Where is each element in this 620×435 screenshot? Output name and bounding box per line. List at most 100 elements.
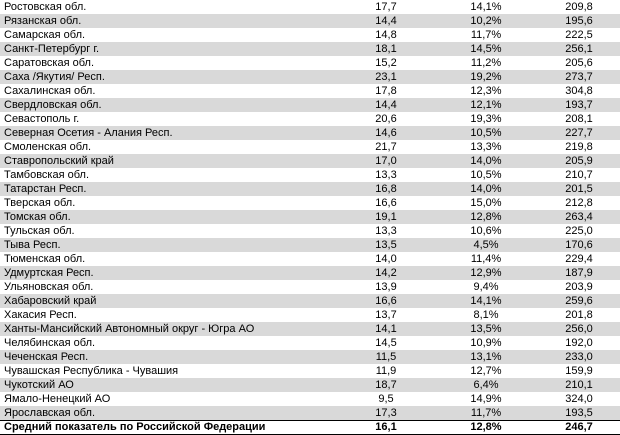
- value-2-percent-cell: 13,5%: [470, 323, 502, 335]
- value-1-cell: 14,5: [375, 337, 397, 349]
- table-row: Удмуртская Респ. 14,2 12,9% 187,9: [0, 266, 620, 280]
- table-row: Рязанская обл. 14,4 10,2% 195,6: [0, 14, 620, 28]
- table-row: Санкт-Петербург г. 18,1 14,5% 256,1: [0, 42, 620, 56]
- value-2-percent-cell: 12,7%: [470, 365, 502, 377]
- value-1-cell: 17,8: [375, 85, 397, 97]
- table-row: Тульская обл. 13,3 10,6% 225,0: [0, 224, 620, 238]
- value-2-percent-cell: 14,1%: [470, 1, 502, 13]
- value-2-percent-cell: 14,0%: [470, 183, 502, 195]
- value-3-cell: 229,4: [565, 253, 593, 265]
- value-2-percent-cell: 13,1%: [470, 351, 502, 363]
- table-row: Тюменская обл. 14,0 11,4% 229,4: [0, 252, 620, 266]
- table-row: Свердловская обл. 14,4 12,1% 193,7: [0, 98, 620, 112]
- table-row: Ставропольский край 17,0 14,0% 205,9: [0, 154, 620, 168]
- table-row: Чувашская Республика - Чувашия 11,9 12,7…: [0, 364, 620, 378]
- table-row: Саратовская обл. 15,2 11,2% 205,6: [0, 56, 620, 70]
- value-3-cell: 187,9: [565, 267, 593, 279]
- value-1-cell: 14,8: [375, 29, 397, 41]
- region-name-cell: Чукотский АО: [4, 379, 74, 391]
- value-1-cell: 14,4: [375, 15, 397, 27]
- value-1-cell: 13,7: [375, 309, 397, 321]
- value-3-cell: 205,9: [565, 155, 593, 167]
- region-name-cell: Северная Осетия - Алания Респ.: [4, 127, 173, 139]
- table-row: Томская обл. 19,1 12,8% 263,4: [0, 210, 620, 224]
- value-3-cell: 212,8: [565, 197, 593, 209]
- value-3-cell: 205,6: [565, 57, 593, 69]
- value-1-cell: 14,6: [375, 127, 397, 139]
- region-name-cell: Тюменская обл.: [4, 253, 86, 265]
- table-row: Чеченская Респ. 11,5 13,1% 233,0: [0, 350, 620, 364]
- value-3-cell: 219,8: [565, 141, 593, 153]
- table-row: Сахалинская обл. 17,8 12,3% 304,8: [0, 84, 620, 98]
- table-row: Саха /Якутия/ Респ. 23,1 19,2% 273,7: [0, 70, 620, 84]
- value-2-percent-cell: 15,0%: [470, 197, 502, 209]
- table-row: Челябинская обл. 14,5 10,9% 192,0: [0, 336, 620, 350]
- value-2-percent-cell: 12,9%: [470, 267, 502, 279]
- table-row: Тверская обл. 16,6 15,0% 212,8: [0, 196, 620, 210]
- value-2-percent-cell: 12,1%: [470, 99, 502, 111]
- table-row: Ярославская обл. 17,3 11,7% 193,5: [0, 406, 620, 420]
- region-name-cell: Тульская обл.: [4, 225, 75, 237]
- table-row: Ростовская обл. 17,7 14,1% 209,8: [0, 0, 620, 14]
- value-3-cell: 256,1: [565, 43, 593, 55]
- value-3-cell: 233,0: [565, 351, 593, 363]
- value-1-cell: 18,7: [375, 379, 397, 391]
- value-2-percent-cell: 14,5%: [470, 43, 502, 55]
- value-2-percent-cell: 10,5%: [470, 169, 502, 181]
- value-2-percent-cell: 4,5%: [473, 239, 499, 251]
- region-name-cell: Томская обл.: [4, 211, 71, 223]
- region-name-cell: Средний показатель по Российской Федерац…: [4, 421, 266, 433]
- value-1-cell: 16,8: [375, 183, 397, 195]
- region-name-cell: Тамбовская обл.: [4, 169, 90, 181]
- value-3-cell: 225,0: [565, 225, 593, 237]
- table-row: Чукотский АО 18,7 6,4% 210,1: [0, 378, 620, 392]
- region-name-cell: Свердловская обл.: [4, 99, 102, 111]
- value-1-cell: 14,1: [375, 323, 397, 335]
- value-3-cell: 193,7: [565, 99, 593, 111]
- value-1-cell: 14,0: [375, 253, 397, 265]
- value-1-cell: 18,1: [375, 43, 397, 55]
- region-name-cell: Ростовская обл.: [4, 1, 87, 13]
- table-row: Средний показатель по Российской Федерац…: [0, 420, 620, 435]
- value-3-cell: 201,5: [565, 183, 593, 195]
- value-1-cell: 13,5: [375, 239, 397, 251]
- value-3-cell: 222,5: [565, 29, 593, 41]
- value-1-cell: 20,6: [375, 113, 397, 125]
- value-2-percent-cell: 11,7%: [470, 407, 502, 419]
- value-3-cell: 256,0: [565, 323, 593, 335]
- value-3-cell: 263,4: [565, 211, 593, 223]
- value-1-cell: 14,2: [375, 267, 397, 279]
- region-name-cell: Ульяновская обл.: [4, 281, 94, 293]
- region-name-cell: Тверская обл.: [4, 197, 76, 209]
- value-2-percent-cell: 11,2%: [470, 57, 502, 69]
- value-2-percent-cell: 6,4%: [473, 379, 499, 391]
- value-2-percent-cell: 10,5%: [470, 127, 502, 139]
- value-3-cell: 209,8: [565, 1, 593, 13]
- value-3-cell: 193,5: [565, 407, 593, 419]
- table-row: Ямало-Ненецкий АО 9,5 14,9% 324,0: [0, 392, 620, 406]
- value-1-cell: 11,5: [375, 351, 397, 363]
- value-3-cell: 170,6: [565, 239, 593, 251]
- value-1-cell: 21,7: [375, 141, 397, 153]
- value-2-percent-cell: 13,3%: [470, 141, 502, 153]
- table-row: Северная Осетия - Алания Респ. 14,6 10,5…: [0, 126, 620, 140]
- value-2-percent-cell: 19,3%: [470, 113, 502, 125]
- region-name-cell: Хабаровский край: [4, 295, 97, 307]
- value-2-percent-cell: 10,9%: [470, 337, 502, 349]
- value-1-cell: 15,2: [375, 57, 397, 69]
- value-3-cell: 192,0: [565, 337, 593, 349]
- region-name-cell: Рязанская обл.: [4, 15, 82, 27]
- value-2-percent-cell: 14,1%: [470, 295, 502, 307]
- value-1-cell: 17,0: [375, 155, 397, 167]
- region-name-cell: Самарская обл.: [4, 29, 86, 41]
- value-3-cell: 246,7: [565, 421, 593, 433]
- region-name-cell: Санкт-Петербург г.: [4, 43, 100, 55]
- region-name-cell: Чеченская Респ.: [4, 351, 89, 363]
- value-3-cell: 210,7: [565, 169, 593, 181]
- value-1-cell: 14,4: [375, 99, 397, 111]
- value-3-cell: 324,0: [565, 393, 593, 405]
- value-1-cell: 16,6: [375, 295, 397, 307]
- value-3-cell: 201,8: [565, 309, 593, 321]
- value-3-cell: 210,1: [565, 379, 593, 391]
